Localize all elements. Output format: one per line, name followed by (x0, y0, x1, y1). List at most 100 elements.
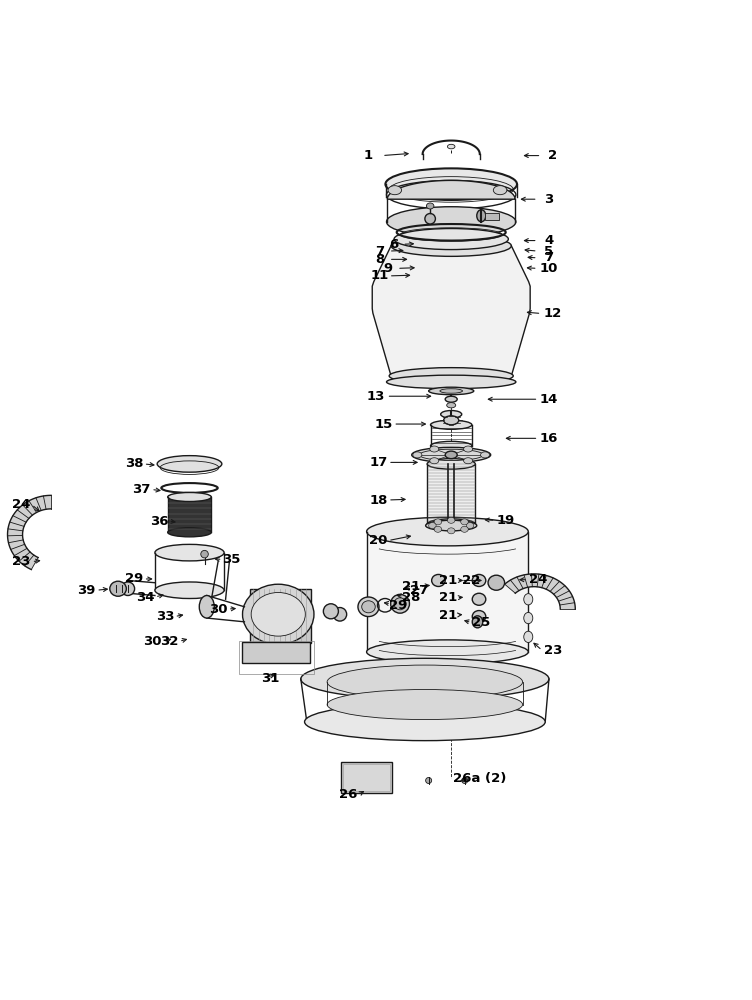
Ellipse shape (523, 631, 532, 643)
Ellipse shape (394, 229, 508, 250)
Ellipse shape (155, 582, 224, 599)
Ellipse shape (362, 601, 375, 613)
Ellipse shape (333, 608, 347, 621)
Ellipse shape (157, 456, 222, 472)
Ellipse shape (461, 526, 468, 532)
Ellipse shape (472, 574, 486, 586)
Text: 25: 25 (472, 616, 490, 629)
Ellipse shape (391, 594, 409, 613)
Text: 30: 30 (209, 603, 227, 616)
Ellipse shape (447, 528, 455, 534)
Ellipse shape (447, 517, 455, 523)
Ellipse shape (441, 411, 462, 418)
Ellipse shape (201, 550, 208, 558)
Text: 29: 29 (125, 572, 143, 585)
Text: 15: 15 (374, 418, 393, 431)
Ellipse shape (477, 210, 486, 222)
Ellipse shape (413, 452, 422, 458)
Text: 11: 11 (371, 269, 389, 282)
Text: 36: 36 (150, 515, 168, 528)
Text: 20: 20 (369, 534, 387, 547)
Text: 19: 19 (496, 514, 514, 527)
Ellipse shape (251, 592, 305, 636)
Text: 38: 38 (125, 457, 143, 470)
Text: 24: 24 (12, 498, 30, 511)
Ellipse shape (523, 594, 532, 605)
Bar (250, 589, 311, 643)
Ellipse shape (481, 452, 490, 458)
Text: 21: 21 (439, 609, 457, 622)
Ellipse shape (434, 526, 441, 532)
Text: 31: 31 (262, 672, 280, 685)
Ellipse shape (390, 368, 513, 384)
Bar (239, 641, 314, 674)
Ellipse shape (432, 574, 445, 586)
Bar (341, 762, 392, 793)
Text: 6: 6 (389, 238, 398, 251)
Text: 22: 22 (462, 574, 480, 587)
Ellipse shape (199, 596, 214, 618)
Ellipse shape (427, 519, 475, 529)
Polygon shape (387, 180, 515, 199)
Text: 9: 9 (384, 262, 393, 275)
Text: 21: 21 (439, 591, 457, 604)
Ellipse shape (426, 203, 434, 209)
Ellipse shape (430, 420, 472, 429)
Text: 7: 7 (544, 251, 553, 264)
Text: 35: 35 (223, 553, 241, 566)
Text: 21: 21 (439, 574, 457, 587)
Text: 12: 12 (544, 307, 562, 320)
Ellipse shape (472, 611, 486, 623)
Ellipse shape (447, 403, 456, 408)
Text: 39: 39 (77, 584, 96, 597)
Ellipse shape (387, 375, 516, 389)
Text: 30: 30 (144, 635, 162, 648)
Ellipse shape (327, 690, 523, 720)
Text: 24: 24 (529, 573, 547, 586)
Text: 1: 1 (364, 149, 373, 162)
Ellipse shape (168, 492, 211, 502)
Ellipse shape (462, 777, 468, 784)
Ellipse shape (488, 575, 505, 590)
Text: 8: 8 (375, 253, 384, 266)
Ellipse shape (367, 517, 528, 546)
Ellipse shape (472, 593, 486, 605)
Ellipse shape (426, 520, 477, 531)
Text: 13: 13 (367, 390, 385, 403)
Ellipse shape (445, 451, 457, 459)
Text: 37: 37 (132, 483, 150, 496)
Text: 27: 27 (411, 584, 429, 597)
Text: 32: 32 (160, 635, 178, 648)
Ellipse shape (110, 581, 126, 596)
Text: 3: 3 (544, 193, 553, 206)
Text: 28: 28 (402, 591, 420, 604)
Text: 29: 29 (390, 599, 408, 612)
Bar (485, 213, 499, 220)
Text: 26: 26 (339, 788, 357, 801)
Ellipse shape (367, 640, 528, 664)
Polygon shape (427, 464, 475, 524)
Text: 18: 18 (369, 493, 387, 506)
Ellipse shape (427, 459, 475, 469)
Ellipse shape (429, 458, 438, 464)
Ellipse shape (463, 458, 472, 464)
Text: 10: 10 (540, 262, 558, 275)
Text: 2: 2 (548, 149, 557, 162)
Text: 17: 17 (369, 456, 387, 469)
Ellipse shape (447, 144, 455, 149)
Text: 26a (2): 26a (2) (453, 772, 506, 785)
Ellipse shape (440, 389, 462, 393)
Ellipse shape (426, 777, 432, 784)
Ellipse shape (305, 703, 545, 741)
Ellipse shape (463, 446, 472, 452)
Text: 23: 23 (544, 644, 562, 657)
Ellipse shape (429, 387, 474, 395)
Ellipse shape (121, 582, 135, 596)
Ellipse shape (155, 544, 224, 561)
Ellipse shape (242, 584, 314, 644)
Ellipse shape (466, 523, 474, 529)
Ellipse shape (362, 605, 371, 616)
Ellipse shape (358, 597, 379, 617)
Text: 16: 16 (540, 432, 558, 445)
Ellipse shape (445, 396, 457, 402)
